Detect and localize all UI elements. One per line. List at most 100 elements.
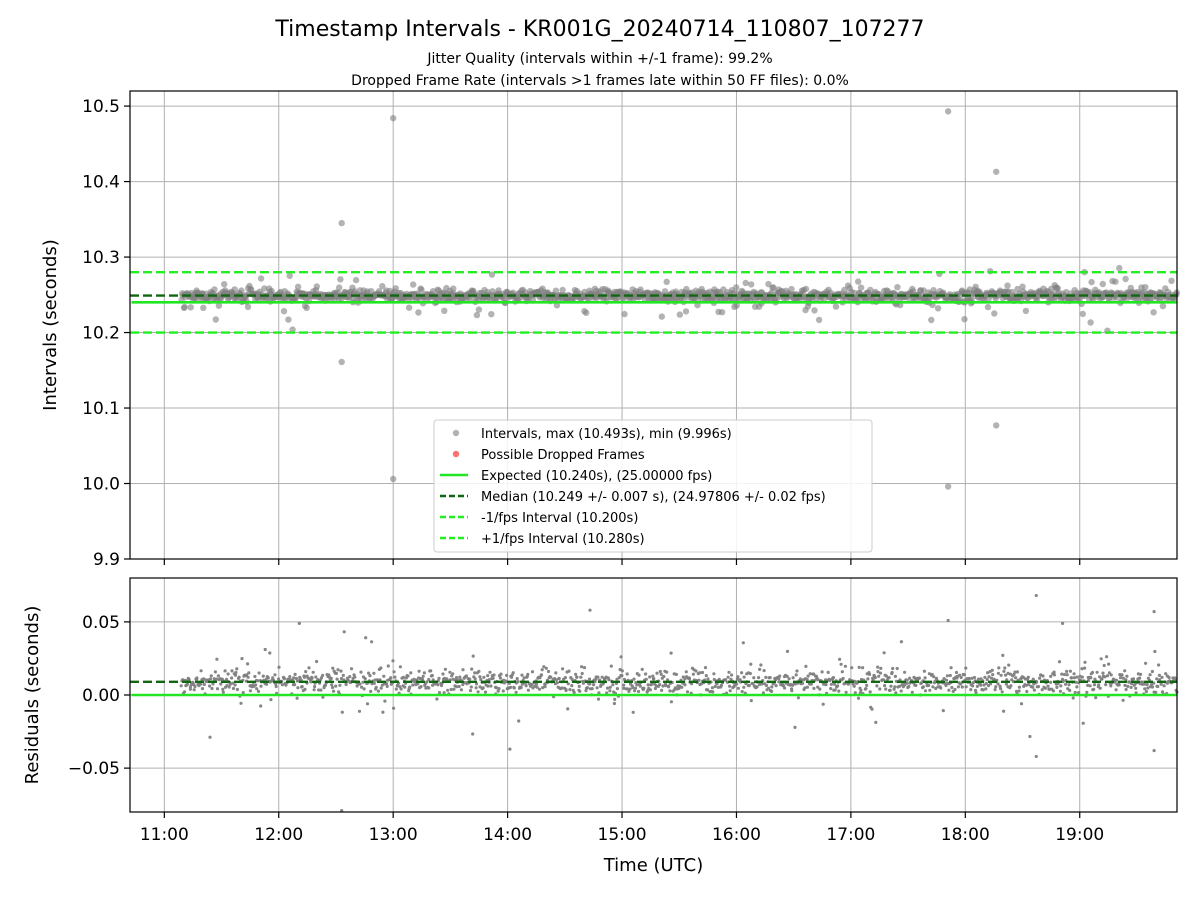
top-point bbox=[268, 287, 275, 295]
top-point bbox=[392, 285, 399, 292]
bot-point bbox=[277, 665, 281, 669]
bot-point bbox=[491, 676, 495, 680]
bot-point bbox=[820, 670, 824, 674]
bot-point bbox=[921, 685, 926, 689]
bot-point bbox=[1067, 683, 1071, 687]
bot-point bbox=[514, 690, 518, 694]
top-point bbox=[231, 286, 238, 293]
bot-point bbox=[372, 671, 376, 675]
bot-point bbox=[905, 678, 909, 682]
bot-point bbox=[868, 690, 872, 694]
bot-point bbox=[759, 663, 763, 667]
bot-point bbox=[235, 687, 239, 692]
top-point bbox=[488, 311, 495, 318]
bot-point bbox=[964, 666, 968, 670]
bot-point bbox=[392, 706, 396, 710]
top-outlier-point-6 bbox=[993, 168, 1000, 175]
bot-point bbox=[441, 672, 445, 676]
bot-point bbox=[873, 676, 877, 680]
top-outlier-point-5 bbox=[944, 483, 952, 490]
bot-point bbox=[293, 672, 297, 677]
bot-point bbox=[296, 686, 300, 690]
bot-point bbox=[881, 678, 886, 682]
bot-point bbox=[1077, 691, 1081, 695]
bot-point bbox=[691, 672, 696, 676]
bot-point bbox=[740, 689, 744, 694]
bot-point bbox=[321, 673, 325, 678]
bot-point bbox=[496, 689, 500, 693]
bot-point bbox=[927, 683, 931, 688]
bot-point bbox=[494, 686, 499, 690]
bot-outlier-point-8 bbox=[1152, 748, 1156, 753]
bot-point bbox=[967, 677, 972, 681]
bot-point bbox=[379, 686, 383, 690]
top-point bbox=[441, 307, 448, 314]
bot-point bbox=[724, 678, 728, 682]
bot-point bbox=[829, 687, 833, 691]
bot-point bbox=[939, 686, 943, 690]
bot-point bbox=[294, 676, 298, 681]
bot-point bbox=[828, 678, 832, 683]
bot-point bbox=[805, 685, 810, 689]
bot-point bbox=[942, 677, 946, 681]
bot-point bbox=[1064, 682, 1068, 686]
bot-point bbox=[831, 676, 836, 680]
intervals-axes-frame bbox=[129, 90, 1178, 560]
bot-point bbox=[615, 677, 619, 681]
bot-point bbox=[809, 682, 814, 686]
bot-point bbox=[684, 670, 688, 674]
bot-point bbox=[314, 675, 318, 679]
bot-point bbox=[644, 677, 648, 681]
bot-point bbox=[1075, 675, 1079, 679]
bot-point bbox=[660, 688, 664, 693]
bot-point bbox=[793, 725, 797, 730]
bot-point bbox=[1145, 682, 1149, 687]
bot-point bbox=[836, 684, 840, 688]
bot-point bbox=[908, 676, 912, 680]
bot-point bbox=[1148, 673, 1152, 677]
bot-point bbox=[580, 671, 584, 676]
bot-point bbox=[208, 735, 212, 739]
bot-point bbox=[984, 681, 988, 686]
bot-point bbox=[824, 683, 828, 687]
bot-point bbox=[652, 677, 656, 681]
bot-point bbox=[907, 684, 911, 689]
bot-point bbox=[812, 686, 816, 691]
bot-point bbox=[669, 700, 674, 704]
bot-point bbox=[1156, 684, 1160, 689]
bot-point bbox=[752, 676, 756, 680]
legend-entry-2: Expected (10.240s), (25.00000 fps) bbox=[481, 469, 712, 484]
bot-point bbox=[398, 665, 402, 669]
bot-point bbox=[1107, 662, 1111, 666]
bot-point bbox=[504, 679, 508, 683]
bot-point bbox=[1157, 673, 1161, 678]
bot-point bbox=[619, 655, 623, 659]
bot-point bbox=[1118, 676, 1123, 680]
bot-point bbox=[1032, 688, 1036, 692]
bot-point bbox=[1090, 670, 1095, 675]
bot-point bbox=[219, 682, 223, 686]
bot-point bbox=[274, 684, 278, 689]
bot-point bbox=[608, 685, 612, 689]
bot-point bbox=[486, 674, 490, 678]
bot-point bbox=[411, 683, 415, 687]
bot-point bbox=[568, 688, 572, 692]
top-point bbox=[257, 275, 265, 282]
top-point bbox=[488, 271, 496, 278]
bot-point bbox=[394, 687, 398, 691]
bot-point bbox=[843, 664, 848, 668]
bot-point bbox=[948, 673, 952, 678]
top-point bbox=[1087, 319, 1094, 326]
bot-point bbox=[475, 682, 479, 686]
bot-point bbox=[429, 669, 433, 673]
bot-point bbox=[994, 685, 998, 689]
bot-point bbox=[986, 684, 991, 688]
bot-point bbox=[421, 674, 425, 678]
bot-point bbox=[246, 662, 250, 666]
bot-point bbox=[1026, 675, 1030, 679]
bot-point bbox=[742, 675, 746, 679]
bot-point bbox=[561, 667, 565, 671]
bot-point bbox=[1120, 673, 1124, 677]
bot-point bbox=[910, 690, 914, 694]
top-outlier-point-2 bbox=[389, 114, 397, 122]
